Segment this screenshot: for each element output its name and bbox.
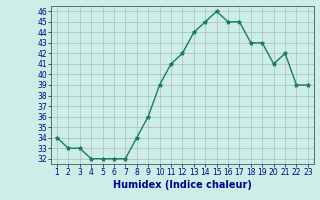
X-axis label: Humidex (Indice chaleur): Humidex (Indice chaleur) [113,180,252,190]
